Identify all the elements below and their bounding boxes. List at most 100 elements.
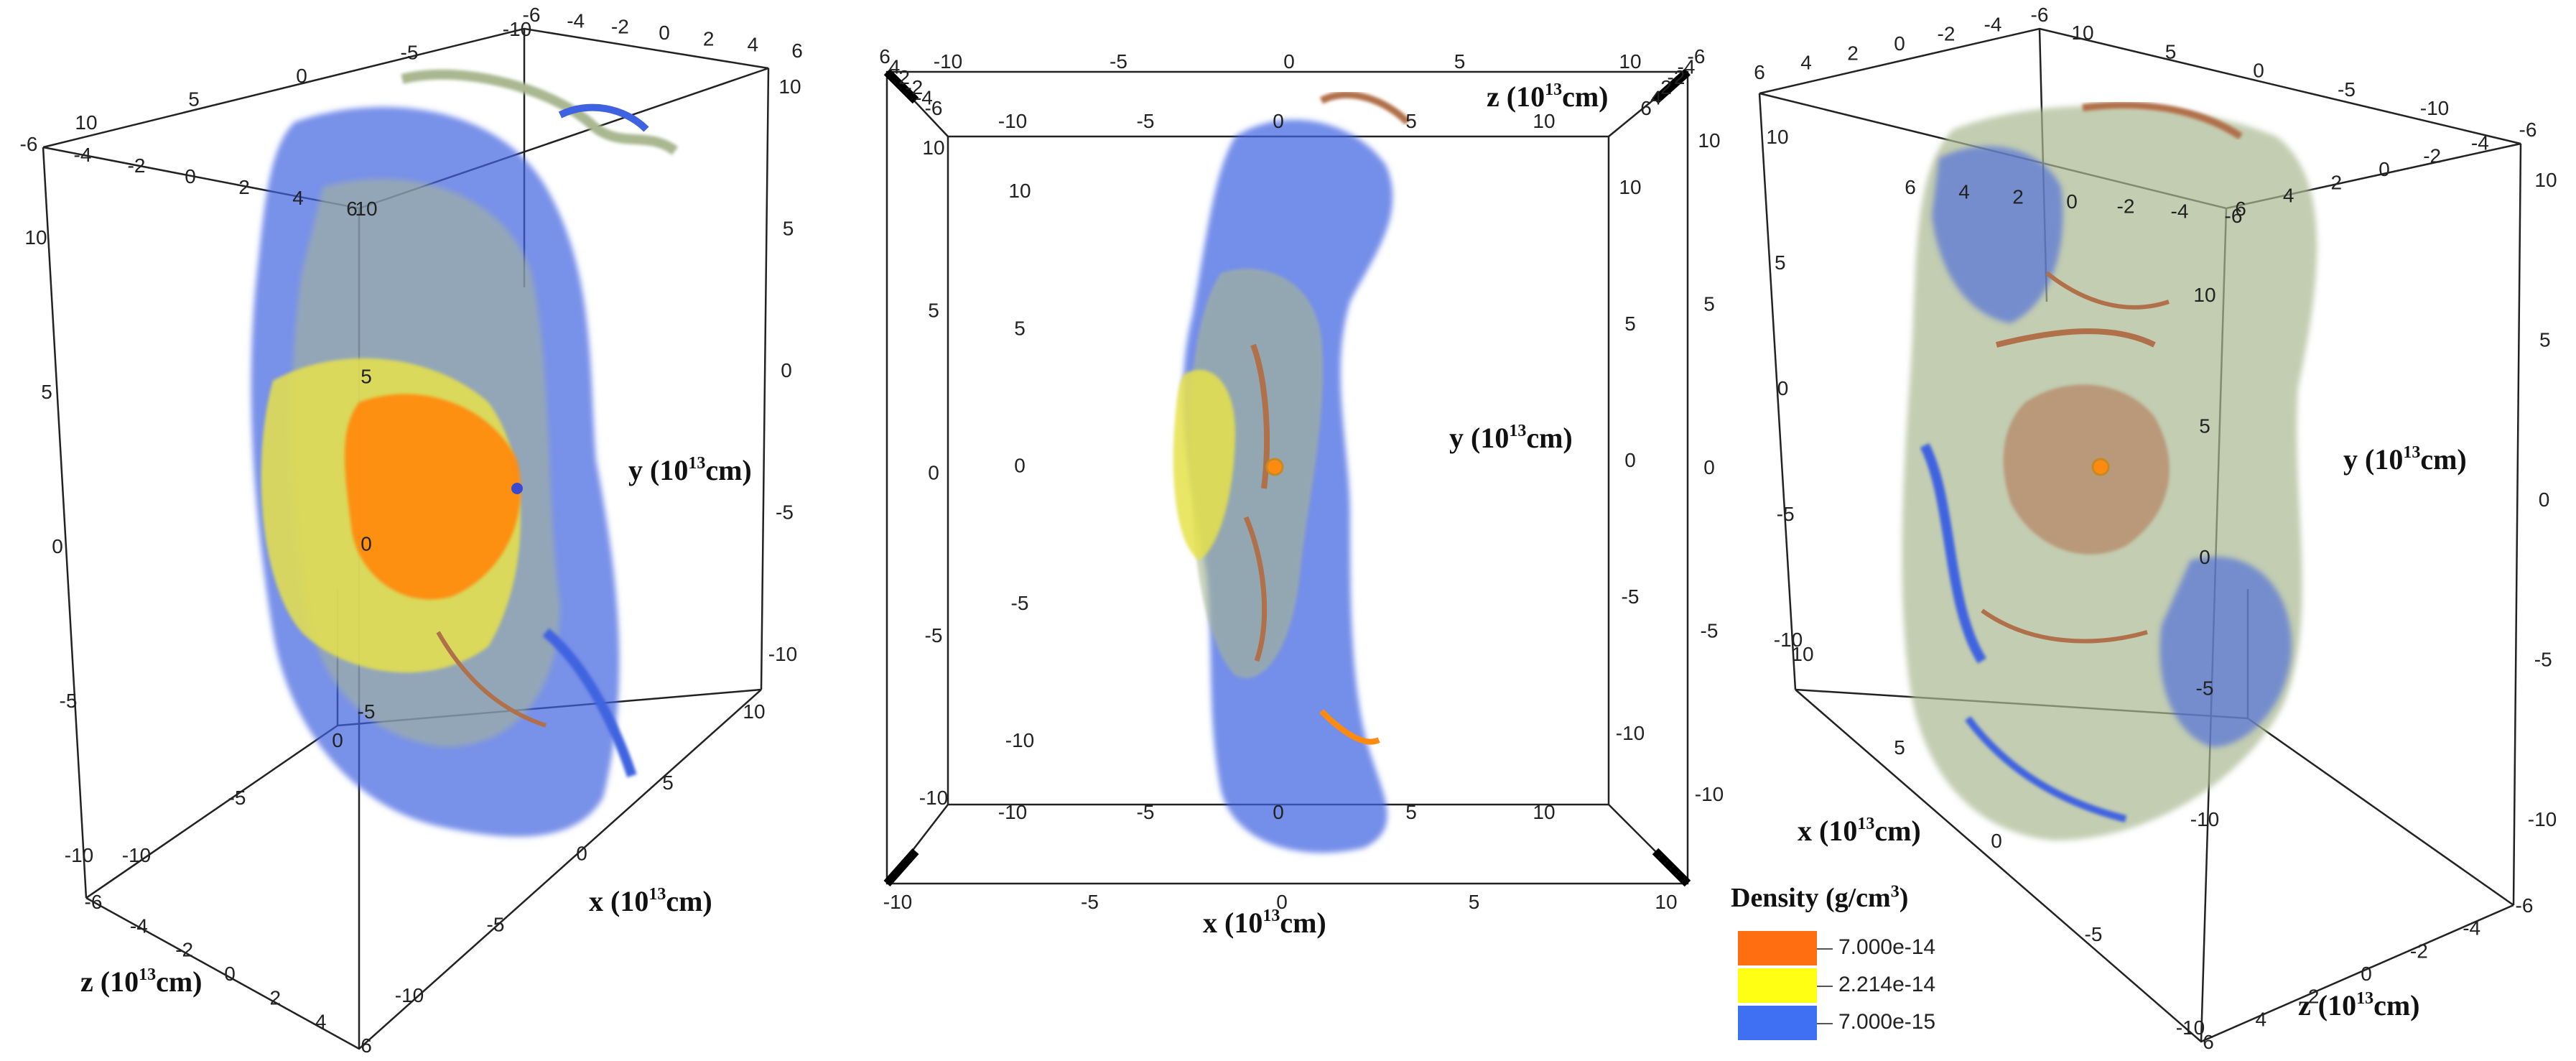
tick-label: 0 — [185, 165, 196, 187]
tick-label: 2 — [703, 27, 715, 50]
tick-label: -2 — [1668, 66, 1685, 88]
y-axis-label: y (1013cm) — [628, 454, 752, 486]
x-axis-label: x (1013cm) — [1798, 815, 1921, 847]
tick-label: 0 — [1624, 449, 1636, 471]
tick-label: -2 — [128, 154, 146, 177]
tick-label: -5 — [228, 787, 246, 809]
panel-right-axis-labels: y (1013cm) x (1013cm) z (1013cm) — [1798, 443, 2467, 1021]
tick-label: 4 — [315, 1011, 327, 1033]
tick-label: 5 — [1454, 50, 1466, 73]
tick-label: -4 — [915, 87, 933, 109]
tick-label: -4 — [2471, 131, 2489, 154]
tick-label: 5 — [361, 365, 372, 387]
tick-label: 0 — [224, 963, 236, 985]
tick-label: 6 — [1905, 176, 1916, 198]
tick-label: -5 — [1081, 891, 1099, 913]
tick-label: -5 — [1110, 50, 1127, 73]
tick-label: 0 — [2253, 60, 2264, 82]
tick-label: 6 — [879, 45, 891, 68]
tick-label: 0 — [2539, 488, 2550, 511]
tick-label: 5 — [783, 218, 794, 240]
tick-label: 4 — [889, 55, 901, 78]
tick-label: 10 — [1619, 50, 1641, 73]
tick-label: 4 — [1958, 181, 1970, 203]
tick-label: -5 — [1137, 801, 1155, 823]
tick-label: 6 — [1754, 61, 1765, 83]
tick-label: -5 — [358, 700, 376, 723]
density-legend: Density (g/cm3) 7.000e-14 2.214e-14 7.00… — [1731, 882, 1968, 1047]
tick-label: 0 — [781, 359, 792, 381]
z-axis-label: z (1013cm) — [1487, 80, 1608, 113]
tick-label: -5 — [1011, 592, 1029, 614]
tick-label: -4 — [1678, 55, 1696, 78]
tick-label: 5 — [1703, 293, 1715, 315]
tick-label: -5 — [1137, 110, 1155, 132]
panel-center-density-isosurface — [1173, 91, 1410, 853]
tick-label: 10 — [1791, 643, 1813, 665]
tick-label: -6 — [85, 891, 103, 913]
tick-label: 10 — [2193, 284, 2215, 306]
tick-label: -10 — [2176, 1016, 2205, 1039]
tick-label: -6 — [2519, 119, 2537, 141]
tick-label: -5 — [2196, 677, 2214, 700]
legend-value: 7.000e-15 — [1838, 1010, 1936, 1034]
tick-label: 2 — [2012, 185, 2024, 208]
tick-label: -10 — [1005, 729, 1034, 751]
tick-label: -4 — [2463, 917, 2480, 940]
z-axis-label: z (1013cm) — [80, 965, 202, 998]
legend-item-low: 7.000e-15 — [1738, 1006, 1975, 1043]
tick-label: 10 — [24, 226, 47, 249]
y-axis-label: y (1013cm) — [1449, 422, 1573, 454]
tick-label: 5 — [2199, 415, 2210, 437]
tick-label: 5 — [188, 88, 200, 111]
tick-label: 5 — [928, 299, 939, 321]
tick-label: 0 — [1283, 50, 1295, 73]
legend-tick — [1817, 1023, 1833, 1024]
x-axis-label: x (1013cm) — [1203, 907, 1326, 939]
tick-label: -6 — [2516, 894, 2534, 917]
tick-label: -5 — [1622, 585, 1640, 608]
tick-label: 0 — [1703, 456, 1715, 478]
panel-center-axis-labels: y (1013cm) x (1013cm) z (1013cm) — [1203, 80, 1608, 939]
tick-label: 2 — [2308, 986, 2320, 1008]
tick-label: 5 — [1405, 801, 1417, 823]
tick-label: 2 — [1847, 42, 1859, 64]
tick-label: -2 — [905, 76, 923, 98]
legend-value: 7.000e-14 — [1838, 935, 1936, 959]
tick-label: 6 — [346, 198, 358, 220]
tick-label: 10 — [1533, 801, 1555, 823]
panel-center-corner-marks — [883, 68, 1691, 887]
tick-label: 4 — [748, 34, 759, 56]
panel-right-density-isosurface — [1902, 101, 2317, 841]
tick-label: -4 — [130, 914, 148, 937]
tick-label: 10 — [743, 700, 765, 723]
tick-label: 0 — [1273, 110, 1284, 132]
tick-label: 0 — [2361, 963, 2372, 985]
tick-label: -10 — [122, 844, 151, 866]
tick-label: -5 — [1777, 503, 1795, 525]
tick-label: -6 — [925, 97, 943, 119]
tick-label: 10 — [1655, 891, 1677, 913]
tick-label: 6 — [361, 1034, 372, 1057]
tick-label: 0 — [928, 462, 939, 484]
tick-label: -5 — [776, 501, 794, 524]
tick-label: 10 — [2071, 22, 2093, 44]
tick-label: -10 — [65, 844, 93, 866]
legend-tick — [1817, 986, 1833, 987]
tick-label: -10 — [503, 18, 531, 40]
tick-label: -6 — [20, 133, 38, 155]
tick-label: 0 — [2066, 190, 2078, 213]
tick-label: 5 — [1405, 110, 1417, 132]
tick-label: 4 — [1800, 52, 1812, 74]
panel-center-tick-labels: -10 -5 0 5 10 -10 -5 0 5 10 -10 -5 0 5 10 -10 -5 0 5 10 10 5 0… — [879, 45, 1724, 913]
tick-label: 0 — [659, 22, 670, 44]
tick-label: -5 — [925, 624, 943, 647]
tick-label: 5 — [1624, 312, 1636, 335]
tick-label: 0 — [2199, 546, 2210, 568]
tick-label: 10 — [1619, 176, 1641, 198]
tick-label: -2 — [1938, 23, 1956, 45]
tick-label: -10 — [1695, 783, 1724, 805]
panel-left-axis-labels: y (1013cm) x (1013cm) z (1013cm) — [80, 454, 752, 998]
tick-label: 6 — [2235, 198, 2246, 220]
